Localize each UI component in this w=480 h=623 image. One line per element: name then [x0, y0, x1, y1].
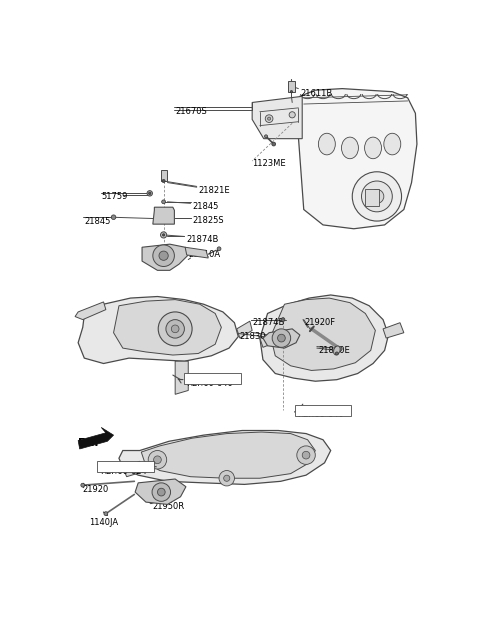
Text: 1123ME: 1123ME	[252, 159, 286, 168]
Polygon shape	[78, 297, 238, 363]
Circle shape	[217, 247, 221, 250]
Circle shape	[272, 142, 276, 146]
Polygon shape	[119, 430, 331, 485]
Circle shape	[302, 451, 310, 459]
Circle shape	[336, 352, 338, 355]
Text: 21810A: 21810A	[188, 250, 220, 259]
Circle shape	[162, 179, 165, 183]
Circle shape	[290, 90, 293, 93]
Text: REF.60-624: REF.60-624	[100, 467, 146, 477]
Polygon shape	[260, 335, 271, 348]
Circle shape	[111, 215, 116, 219]
Circle shape	[158, 312, 192, 346]
Text: REF.60-640: REF.60-640	[186, 379, 233, 388]
FancyBboxPatch shape	[295, 405, 351, 416]
Polygon shape	[123, 461, 144, 477]
Text: 21920: 21920	[83, 485, 109, 494]
Text: 21821E: 21821E	[198, 186, 230, 194]
Circle shape	[159, 251, 168, 260]
Text: 21611B: 21611B	[300, 88, 332, 98]
Text: 21670S: 21670S	[175, 107, 207, 116]
Text: 21845: 21845	[192, 202, 218, 211]
Text: 21880E: 21880E	[318, 346, 350, 355]
Circle shape	[166, 320, 184, 338]
Ellipse shape	[341, 137, 359, 159]
Polygon shape	[260, 295, 388, 381]
Polygon shape	[271, 298, 375, 371]
Circle shape	[277, 335, 285, 342]
Circle shape	[152, 483, 170, 502]
Polygon shape	[299, 88, 417, 229]
Circle shape	[162, 234, 165, 236]
Text: FR.: FR.	[78, 438, 99, 448]
Circle shape	[264, 135, 267, 138]
Circle shape	[361, 181, 392, 212]
Circle shape	[160, 232, 167, 238]
Ellipse shape	[384, 133, 401, 155]
Polygon shape	[114, 300, 221, 355]
Circle shape	[272, 329, 291, 348]
Polygon shape	[383, 323, 404, 338]
Polygon shape	[252, 97, 302, 139]
Bar	[288, 81, 295, 92]
Circle shape	[352, 172, 402, 221]
Circle shape	[149, 192, 151, 194]
Circle shape	[337, 346, 342, 351]
Circle shape	[267, 117, 271, 120]
Text: 51759: 51759	[101, 192, 128, 201]
FancyBboxPatch shape	[97, 461, 155, 472]
Polygon shape	[237, 321, 252, 338]
Circle shape	[281, 318, 285, 321]
Circle shape	[162, 200, 166, 204]
Bar	[160, 170, 167, 181]
Circle shape	[148, 450, 167, 469]
Circle shape	[265, 115, 273, 123]
Text: 21950R: 21950R	[152, 502, 184, 511]
Bar	[365, 189, 379, 206]
Ellipse shape	[318, 133, 336, 155]
Text: 21874B: 21874B	[252, 318, 285, 327]
Polygon shape	[263, 329, 300, 348]
Text: 21920F: 21920F	[304, 318, 336, 327]
Ellipse shape	[334, 346, 340, 355]
Polygon shape	[135, 479, 186, 505]
Text: 21830: 21830	[240, 332, 266, 341]
Ellipse shape	[365, 137, 382, 159]
Polygon shape	[185, 247, 208, 258]
Circle shape	[297, 446, 315, 464]
Circle shape	[147, 191, 153, 196]
Text: 21874B: 21874B	[186, 235, 218, 244]
Circle shape	[289, 112, 295, 118]
Circle shape	[157, 488, 165, 496]
Polygon shape	[153, 207, 174, 224]
Circle shape	[153, 245, 174, 267]
Text: 21845: 21845	[84, 217, 111, 226]
Polygon shape	[78, 427, 114, 449]
Text: 21825S: 21825S	[192, 216, 224, 226]
Circle shape	[154, 456, 161, 464]
Circle shape	[171, 325, 179, 333]
Text: REF.60-640: REF.60-640	[297, 411, 344, 419]
Polygon shape	[75, 302, 106, 320]
Circle shape	[219, 470, 234, 486]
Polygon shape	[175, 361, 188, 394]
Circle shape	[104, 511, 108, 516]
Text: 1140JA: 1140JA	[89, 518, 118, 527]
Polygon shape	[142, 244, 188, 270]
Circle shape	[224, 475, 230, 482]
Polygon shape	[141, 432, 315, 478]
Circle shape	[81, 483, 84, 487]
Circle shape	[370, 189, 384, 203]
FancyBboxPatch shape	[184, 373, 240, 384]
